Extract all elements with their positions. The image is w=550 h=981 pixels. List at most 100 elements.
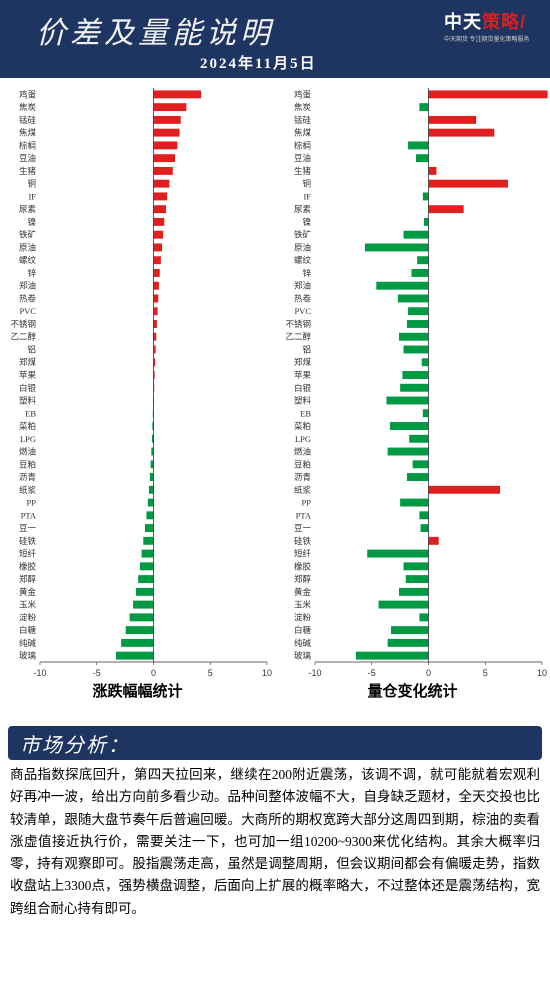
logo-text-b: 策略 (482, 12, 520, 32)
svg-text:燃油: 燃油 (19, 447, 36, 457)
svg-text:豆油: 豆油 (19, 153, 36, 163)
svg-text:黄金: 黄金 (19, 587, 37, 597)
analysis-body: 商品指数探底回升，第四天拉回来，继续在200附近震荡，该调不调，就可能就着宏观利… (10, 764, 540, 920)
right-chart-svg: -10-50510鸡蛋焦炭锰硅焦煤棕榈豆油生猪铜IF尿素镍铁矿原油螺纹锌郑油热卷… (275, 82, 550, 682)
svg-text:玻璃: 玻璃 (19, 651, 37, 661)
svg-text:0: 0 (151, 668, 156, 678)
svg-text:生猪: 生猪 (19, 166, 37, 176)
svg-text:-5: -5 (93, 668, 101, 678)
svg-text:棕榈: 棕榈 (19, 140, 36, 150)
svg-text:白糖: 白糖 (294, 625, 312, 635)
svg-text:白糖: 白糖 (19, 625, 37, 635)
svg-text:铝: 铝 (27, 344, 36, 354)
logo-text-a: 中天 (444, 12, 482, 32)
svg-text:短纤: 短纤 (19, 549, 37, 559)
svg-text:郑醇: 郑醇 (294, 574, 312, 584)
svg-text:铁矿: 铁矿 (294, 230, 312, 240)
svg-text:塑料: 塑料 (294, 396, 312, 406)
svg-text:郑煤: 郑煤 (294, 357, 312, 367)
svg-text:10: 10 (262, 668, 272, 678)
svg-text:沥青: 沥青 (19, 472, 36, 482)
svg-text:黄金: 黄金 (294, 587, 312, 597)
svg-text:苹果: 苹果 (19, 370, 37, 380)
header: 价差及量能说明 2024年11月5日 中天策略/ 中天期货 专注期货量化策略服务 (0, 0, 550, 78)
svg-text:铜: 铜 (27, 179, 36, 189)
svg-text:豆油: 豆油 (294, 153, 311, 163)
svg-text:鸡蛋: 鸡蛋 (19, 89, 37, 99)
svg-text:PP: PP (27, 498, 37, 508)
svg-text:郑油: 郑油 (19, 281, 36, 291)
svg-text:玉米: 玉米 (19, 600, 37, 610)
page-title: 价差及量能说明 (36, 8, 274, 52)
svg-text:铁矿: 铁矿 (19, 230, 37, 240)
svg-text:豆一: 豆一 (294, 523, 312, 533)
svg-text:菜粕: 菜粕 (19, 421, 36, 431)
logo-slash: / (520, 12, 526, 32)
svg-text:淀粉: 淀粉 (294, 612, 312, 622)
svg-text:豆粕: 豆粕 (294, 459, 311, 469)
logo-subtitle: 中天期货 专注期货量化策略服务 (444, 34, 540, 43)
svg-text:不锈钢: 不锈钢 (10, 319, 36, 329)
svg-text:豆粕: 豆粕 (19, 459, 36, 469)
logo: 中天策略/ 中天期货 专注期货量化策略服务 (444, 8, 540, 43)
svg-text:PVC: PVC (19, 306, 36, 316)
svg-text:郑煤: 郑煤 (19, 357, 37, 367)
svg-text:橡胶: 橡胶 (19, 561, 37, 571)
svg-text:-5: -5 (368, 668, 376, 678)
svg-text:沥青: 沥青 (294, 472, 311, 482)
svg-text:鸡蛋: 鸡蛋 (294, 89, 312, 99)
svg-text:螺纹: 螺纹 (294, 255, 312, 265)
svg-text:PP: PP (302, 498, 312, 508)
svg-text:IF: IF (303, 191, 311, 201)
svg-text:镍: 镍 (302, 217, 311, 227)
svg-text:5: 5 (208, 668, 213, 678)
svg-text:螺纹: 螺纹 (19, 255, 37, 265)
left-chart-svg: -10-50510鸡蛋焦炭锰硅焦煤棕榈豆油生猪铜IF尿素镍铁矿原油螺纹锌郑油热卷… (0, 82, 275, 682)
svg-text:热卷: 热卷 (294, 293, 312, 303)
section-header: 市场分析： (8, 726, 542, 760)
svg-text:LPG: LPG (295, 434, 311, 444)
svg-text:淀粉: 淀粉 (19, 612, 37, 622)
svg-text:棕榈: 棕榈 (294, 140, 311, 150)
svg-text:0: 0 (426, 668, 431, 678)
svg-text:玻璃: 玻璃 (294, 651, 312, 661)
svg-text:硅铁: 硅铁 (19, 536, 37, 546)
svg-text:EB: EB (300, 408, 311, 418)
svg-text:燃油: 燃油 (294, 447, 311, 457)
left-chart-label: 涨跌幅幅统计 (0, 680, 275, 701)
svg-text:PVC: PVC (294, 306, 311, 316)
svg-text:锌: 锌 (302, 268, 311, 278)
svg-text:短纤: 短纤 (294, 549, 312, 559)
svg-text:硅铁: 硅铁 (294, 536, 312, 546)
svg-text:尿素: 尿素 (19, 204, 37, 214)
svg-text:EB: EB (25, 408, 36, 418)
svg-text:IF: IF (28, 191, 36, 201)
svg-text:5: 5 (483, 668, 488, 678)
svg-text:焦煤: 焦煤 (19, 128, 37, 138)
svg-text:白银: 白银 (294, 383, 312, 393)
svg-text:纸浆: 纸浆 (294, 485, 312, 495)
svg-text:白银: 白银 (19, 383, 37, 393)
svg-text:塑料: 塑料 (19, 396, 37, 406)
svg-text:锌: 锌 (27, 268, 36, 278)
svg-text:-10: -10 (33, 668, 46, 678)
svg-text:纯碱: 纯碱 (294, 638, 312, 648)
svg-text:郑醇: 郑醇 (19, 574, 37, 584)
svg-text:锰硅: 锰硅 (294, 115, 312, 125)
left-chart: -10-50510鸡蛋焦炭锰硅焦煤棕榈豆油生猪铜IF尿素镍铁矿原油螺纹锌郑油热卷… (0, 82, 275, 718)
svg-text:不锈钢: 不锈钢 (285, 319, 311, 329)
svg-text:生猪: 生猪 (294, 166, 312, 176)
svg-text:10: 10 (537, 668, 547, 678)
svg-text:玉米: 玉米 (294, 600, 312, 610)
svg-text:尿素: 尿素 (294, 204, 312, 214)
svg-text:PTA: PTA (296, 510, 312, 520)
charts-row: -10-50510鸡蛋焦炭锰硅焦煤棕榈豆油生猪铜IF尿素镍铁矿原油螺纹锌郑油热卷… (0, 78, 550, 718)
svg-text:乙二醇: 乙二醇 (285, 332, 311, 342)
right-chart: -10-50510鸡蛋焦炭锰硅焦煤棕榈豆油生猪铜IF尿素镍铁矿原油螺纹锌郑油热卷… (275, 82, 550, 718)
svg-text:热卷: 热卷 (19, 293, 37, 303)
svg-text:LPG: LPG (20, 434, 36, 444)
svg-text:-10: -10 (308, 668, 321, 678)
svg-text:乙二醇: 乙二醇 (10, 332, 36, 342)
svg-text:铝: 铝 (302, 344, 311, 354)
svg-text:原油: 原油 (19, 242, 36, 252)
